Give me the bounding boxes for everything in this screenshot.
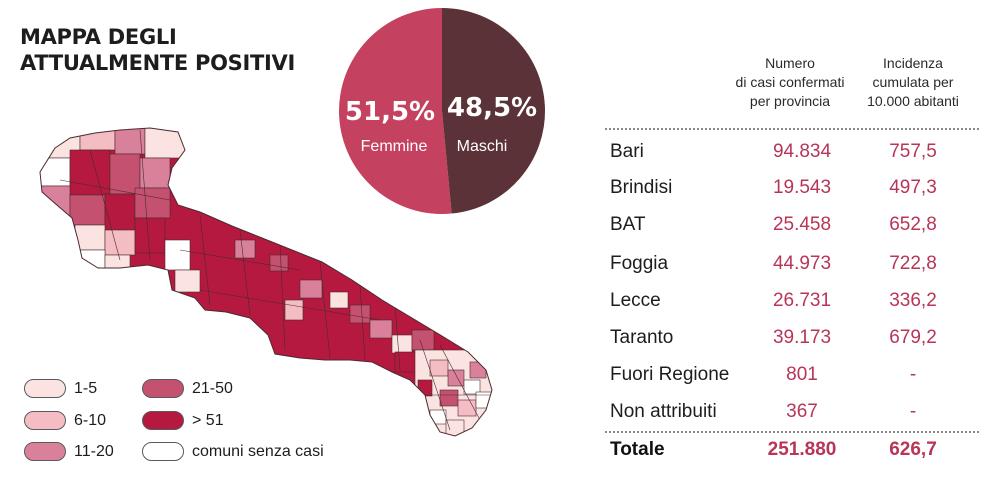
table-row: Bari 94.834 757,5 — [600, 141, 980, 178]
row-incidence: 757,5 — [889, 141, 937, 162]
row-name: Lecce — [610, 290, 661, 311]
row-name: Totale — [610, 439, 665, 460]
table-row-total: Totale 251.880 626,7 — [600, 439, 980, 476]
row-name: BAT — [610, 214, 646, 235]
legend-item-no-cases: comuni senza casi — [142, 442, 324, 461]
column-header-incidence: Incidenza cumulata per 10.000 abitanti — [858, 54, 968, 111]
row-cases: 39.173 — [772, 327, 832, 348]
row-incidence: 626,7 — [889, 439, 937, 460]
map-legend: 1-5 6-10 11-20 21-50 > 51 comuni senza c… — [22, 376, 362, 466]
legend-label: > 51 — [192, 411, 224, 429]
row-incidence: 652,8 — [889, 214, 937, 235]
legend-swatch — [142, 442, 184, 461]
row-incidence: - — [909, 401, 917, 422]
header-line: per provincia — [749, 93, 831, 109]
pie-label-maschi-value: 48,5% — [447, 93, 537, 123]
row-name: Foggia — [610, 253, 669, 274]
row-cases: 26.731 — [772, 290, 832, 311]
row-cases: 19.543 — [772, 177, 832, 198]
table-row: Brindisi 19.543 497,3 — [600, 177, 980, 214]
page-title: MAPPA DEGLI ATTUALMENTE POSITIVI — [20, 24, 295, 76]
total-divider — [605, 431, 979, 433]
row-incidence: 722,8 — [889, 253, 937, 274]
header-divider — [605, 128, 979, 130]
legend-swatch — [24, 411, 66, 430]
pie-slice-maschi — [442, 8, 545, 214]
legend-item-11-20: 11-20 — [24, 442, 114, 461]
row-cases: 25.458 — [772, 214, 832, 235]
legend-item-21-50: 21-50 — [142, 379, 233, 398]
row-incidence: 679,2 — [889, 327, 937, 348]
pie-label-maschi-name: Maschi — [457, 138, 508, 155]
row-cases: 44.973 — [772, 253, 832, 274]
row-incidence: 497,3 — [889, 177, 937, 198]
table-row: Fuori Regione 801 - — [600, 364, 980, 401]
row-name: Taranto — [610, 327, 674, 348]
header-line: cumulata per — [872, 74, 954, 90]
legend-label: 6-10 — [74, 411, 107, 429]
row-cases: 367 — [786, 401, 818, 422]
row-name: Brindisi — [610, 177, 673, 198]
table-row: Foggia 44.973 722,8 — [600, 253, 980, 290]
legend-swatch — [142, 379, 184, 398]
pie-label-femmine-name: Femmine — [361, 138, 428, 155]
title-line-2: ATTUALMENTE POSITIVI — [20, 51, 295, 75]
header-line: Incidenza — [883, 55, 943, 71]
row-incidence: - — [909, 364, 917, 385]
legend-item-over-51: > 51 — [142, 411, 224, 430]
legend-item-1-5: 1-5 — [24, 379, 97, 398]
header-line: di casi confermati — [735, 74, 845, 90]
row-cases: 251.880 — [767, 439, 837, 460]
legend-swatch — [142, 411, 184, 430]
row-cases: 94.834 — [772, 141, 832, 162]
table-row: Non attribuiti 367 - — [600, 401, 980, 438]
legend-label: 11-20 — [74, 442, 114, 460]
legend-label: comuni senza casi — [192, 442, 324, 460]
title-line-1: MAPPA DEGLI — [20, 25, 177, 49]
legend-swatch — [24, 442, 66, 461]
pie-slice-femmine — [339, 8, 452, 214]
row-cases: 801 — [786, 364, 818, 385]
legend-swatch — [24, 379, 66, 398]
legend-label: 21-50 — [192, 379, 233, 397]
legend-label: 1-5 — [74, 379, 98, 397]
table-row: Taranto 39.173 679,2 — [600, 327, 980, 364]
row-incidence: 336,2 — [889, 290, 937, 311]
row-name: Non attribuiti — [610, 401, 717, 422]
pie-label-femmine-value: 51,5% — [345, 97, 435, 127]
gender-pie-chart: 51,5% Femmine 48,5% Maschi — [339, 8, 545, 214]
legend-item-6-10: 6-10 — [24, 411, 106, 430]
row-name: Fuori Regione — [610, 364, 730, 385]
header-line: 10.000 abitanti — [867, 93, 959, 109]
column-header-cases: Numero di casi confermati per provincia — [715, 54, 865, 111]
row-name: Bari — [610, 141, 644, 162]
table-row: Lecce 26.731 336,2 — [600, 290, 980, 327]
table-row: BAT 25.458 652,8 — [600, 214, 980, 251]
header-line: Numero — [765, 55, 815, 71]
